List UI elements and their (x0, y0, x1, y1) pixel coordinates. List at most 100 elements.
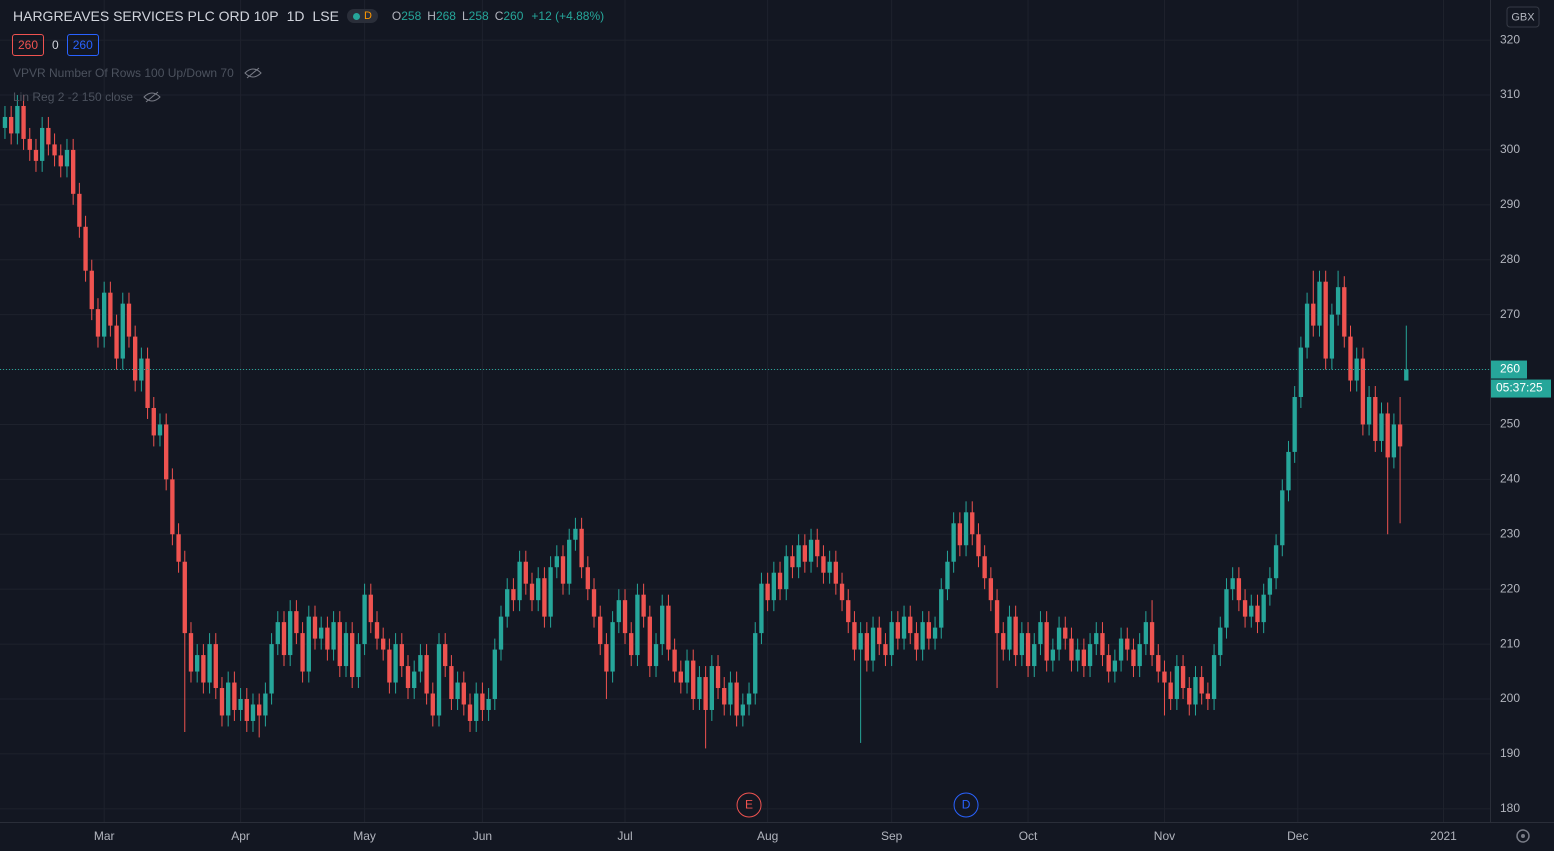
candle-body (994, 600, 1000, 634)
x-tick-label: Aug (757, 829, 778, 843)
candle-body (319, 627, 324, 639)
candle-body (449, 666, 454, 700)
candle-body (1149, 622, 1155, 656)
event-marker[interactable] (953, 792, 979, 818)
y-tick-label: 250 (1500, 417, 1520, 431)
event-marker[interactable] (736, 792, 762, 818)
candle-body (1075, 649, 1080, 661)
candle-body (982, 556, 987, 579)
candle-body (591, 589, 597, 617)
x-tick-label: Mar (94, 829, 115, 843)
x-tick-label: Oct (1019, 829, 1038, 843)
badge-text: D (363, 10, 372, 22)
candle-body (1224, 589, 1229, 628)
candle-body (827, 561, 832, 573)
candle-body (691, 660, 696, 700)
candle-body (151, 407, 156, 436)
candle-body (1205, 693, 1211, 700)
candle-body (1007, 616, 1012, 650)
candle-body (1292, 396, 1297, 452)
candle-body (821, 556, 826, 573)
candle-body (939, 589, 944, 628)
candle-body (1094, 633, 1099, 645)
status-badge[interactable]: D (346, 9, 378, 23)
event-label: E (745, 798, 753, 812)
candle-body (604, 644, 609, 672)
ohlc-key: C (494, 9, 504, 23)
candle-body (492, 649, 497, 700)
candle-body (1032, 644, 1037, 667)
candle-body (1069, 638, 1074, 661)
last-price: 260 (1500, 362, 1520, 376)
candle-body (622, 600, 628, 634)
ohlc: O258 H268 L258 C260 (386, 9, 524, 23)
ohlc-key: O (391, 9, 402, 23)
candle-body (573, 528, 578, 540)
candle-body (1211, 655, 1217, 700)
candle-body (182, 561, 187, 634)
candle-body (883, 644, 888, 656)
candle-body (374, 622, 380, 639)
ohlc-value: 260 (503, 9, 524, 23)
candle-body (759, 583, 764, 634)
currency-box[interactable] (1506, 6, 1540, 28)
candle-body (393, 644, 398, 683)
candle-body (381, 638, 386, 650)
ask[interactable]: 260 (66, 34, 99, 56)
candle-body (1118, 638, 1124, 661)
bid[interactable]: 260 (12, 34, 45, 56)
candle-body (188, 633, 194, 672)
event-label: D (962, 798, 971, 812)
candle-body (275, 622, 280, 645)
candle-body (529, 583, 535, 601)
candle-body (1261, 594, 1266, 623)
indicator[interactable]: Lin Reg 2 -2 150 close (13, 90, 161, 104)
spread: 0 (52, 38, 59, 52)
candle-body (430, 693, 435, 716)
candle-body (864, 633, 870, 661)
candle-body (498, 616, 504, 650)
currency: GBX (1511, 11, 1535, 23)
candle-body (294, 611, 299, 634)
candle-body (387, 649, 392, 683)
candle-body (746, 693, 752, 705)
candle-body (1019, 633, 1025, 656)
x-tick-label: Dec (1287, 829, 1308, 843)
candle-body (697, 677, 702, 700)
candle-body (951, 523, 956, 562)
candle-body (46, 127, 51, 145)
candle-body (1044, 622, 1049, 661)
candle-body (33, 149, 39, 161)
candle-body (101, 292, 107, 337)
candle-body (926, 622, 932, 639)
candle-body (790, 556, 795, 568)
candle-body (957, 523, 963, 546)
settings-icon[interactable] (1516, 829, 1530, 843)
hide-icon[interactable] (244, 67, 262, 79)
candle-body (715, 666, 721, 689)
candle-body (889, 622, 894, 656)
candle-body (1267, 578, 1273, 595)
candle-body (802, 545, 808, 562)
candle-body (350, 633, 355, 678)
hide-icon[interactable] (143, 91, 161, 103)
candle-body (1335, 287, 1341, 315)
candle-body (976, 534, 981, 557)
candle-body (1348, 336, 1353, 381)
indicator[interactable]: VPVR Number Of Rows 100 Up/Down 70 (13, 66, 262, 80)
candle-body (585, 567, 590, 590)
candle-body (1112, 660, 1118, 672)
candle-body (920, 622, 925, 650)
candle-body (238, 699, 243, 710)
candle-body (145, 358, 150, 408)
candle-body (368, 594, 373, 623)
indicator-label: Lin Reg 2 -2 150 close (13, 90, 134, 104)
candle-body (1013, 616, 1018, 656)
candle-body (1304, 303, 1310, 348)
candle-body (1311, 303, 1316, 326)
candle-body (511, 589, 516, 601)
y-tick-label: 270 (1500, 307, 1520, 321)
candle-body (1379, 413, 1384, 441)
candle-body (672, 649, 677, 672)
